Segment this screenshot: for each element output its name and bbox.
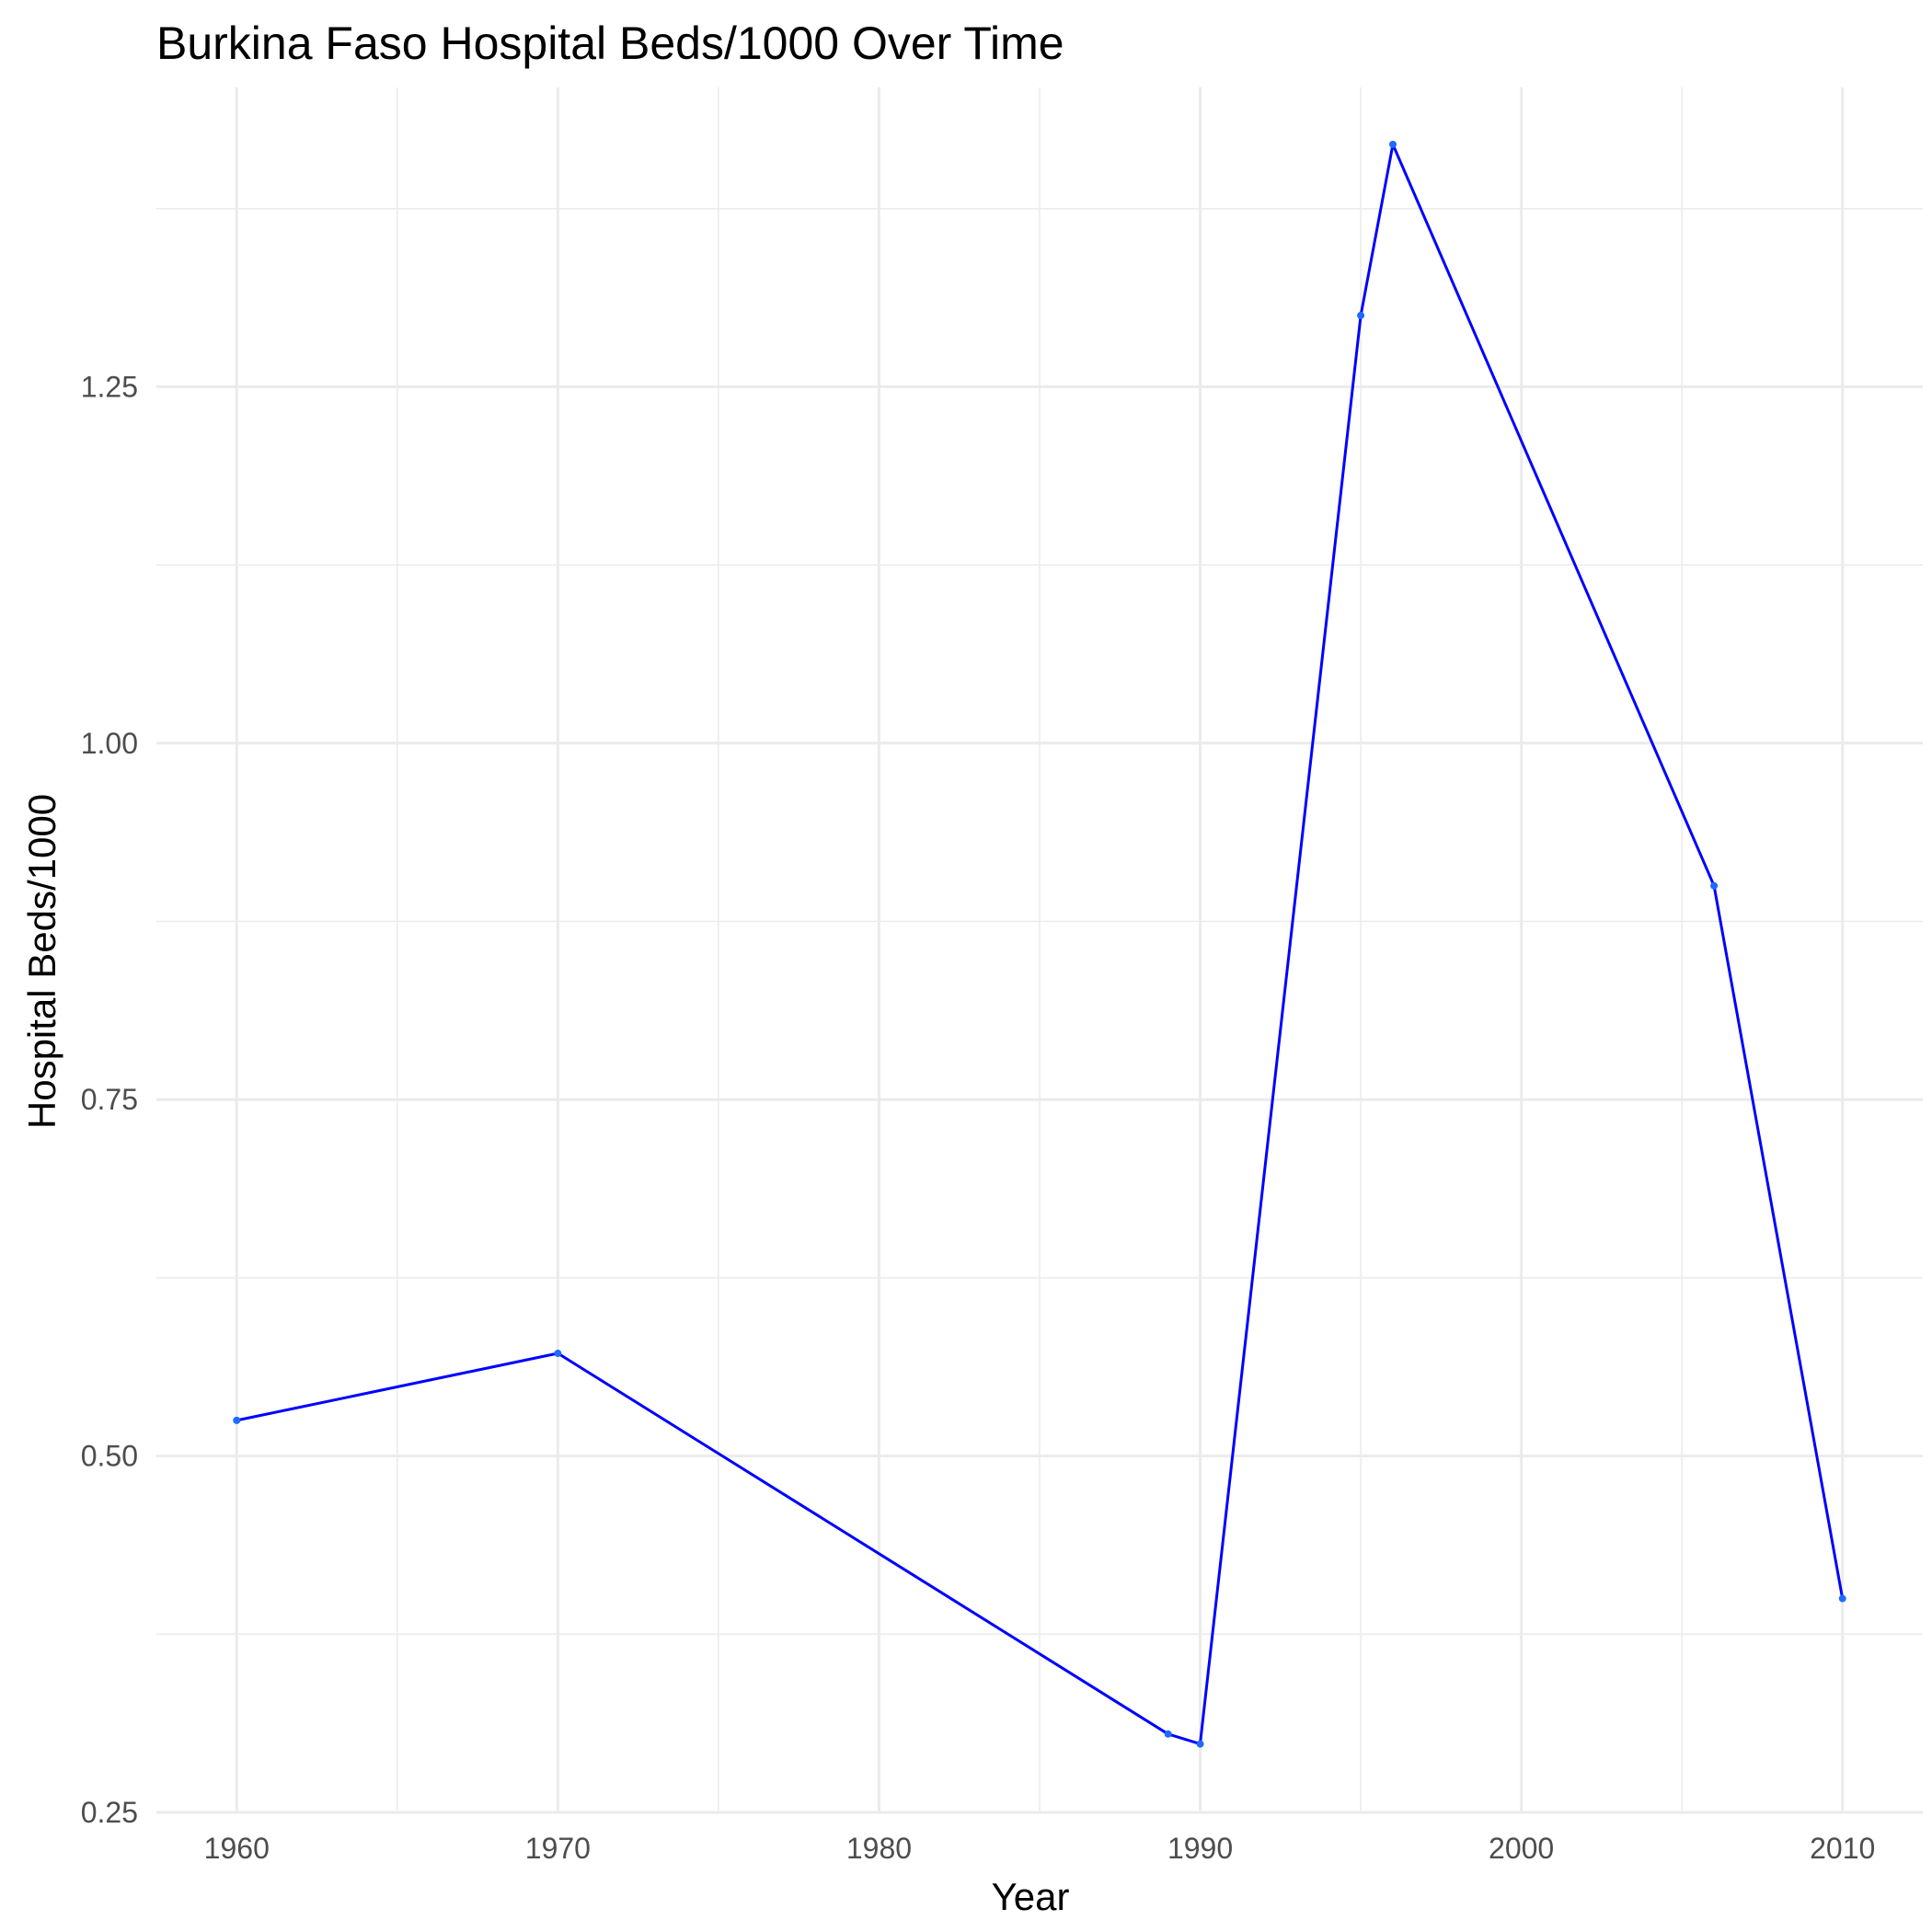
series-line	[236, 143, 1845, 1746]
data-point	[1196, 1740, 1204, 1748]
y-tick-label: 0.75	[81, 1083, 138, 1116]
x-axis-title: Year	[991, 1875, 1070, 1918]
data-point	[1164, 1730, 1172, 1738]
tick-labels: 1960 1970 1980 1990 2000 2010 0.25 0.50 0.75 1.00…	[81, 370, 1876, 1865]
y-axis-title: Hospital Beds/1000	[20, 793, 63, 1130]
data-point	[1357, 311, 1365, 319]
y-tick-label: 0.25	[81, 1796, 138, 1829]
data-point	[1838, 1594, 1846, 1603]
data-point	[233, 1416, 241, 1424]
grid-minor	[156, 87, 1923, 1812]
x-tick-label: 1980	[846, 1832, 912, 1865]
y-tick-label: 1.25	[81, 370, 138, 403]
x-tick-label: 1960	[204, 1832, 270, 1865]
grid-major	[156, 87, 1923, 1814]
chart-title: Burkina Faso Hospital Beds/1000 Over Tim…	[156, 17, 1064, 69]
y-tick-label: 1.00	[81, 727, 138, 760]
series-layer	[233, 140, 1846, 1748]
data-point	[1389, 140, 1397, 148]
x-tick-label: 2010	[1810, 1832, 1875, 1865]
y-tick-label: 0.50	[81, 1440, 138, 1473]
x-tick-label: 1990	[1167, 1832, 1233, 1865]
data-point	[554, 1350, 562, 1358]
data-point	[1710, 881, 1719, 890]
x-tick-label: 1970	[525, 1832, 591, 1865]
x-tick-label: 2000	[1489, 1832, 1554, 1865]
